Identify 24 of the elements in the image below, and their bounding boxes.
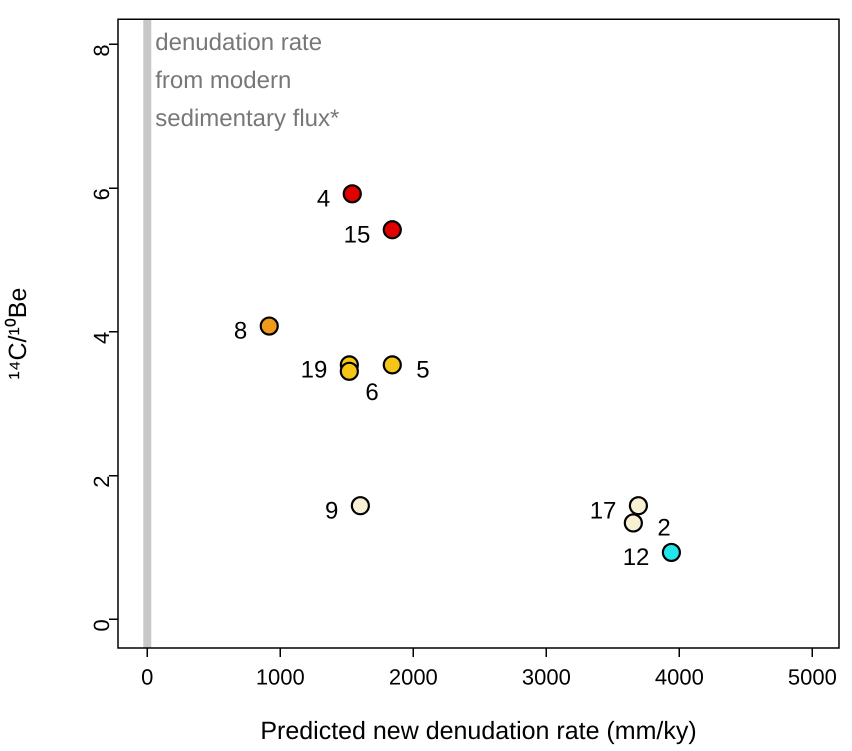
- annotation: 9: [325, 497, 338, 524]
- annotation: 6: [365, 378, 379, 406]
- annotation: 4: [316, 185, 330, 212]
- annotation: 12: [622, 544, 650, 572]
- x-tick-label: 5000: [788, 664, 837, 690]
- y-tick-label: 4: [89, 332, 114, 344]
- x-axis-title: Predicted new denudation rate (mm/ky): [260, 716, 697, 745]
- y-tick-label: 0: [89, 619, 114, 632]
- x-tick-label: 2000: [388, 664, 438, 690]
- y-tick-label: 6: [89, 188, 114, 200]
- annotation: 17: [590, 497, 616, 524]
- annotation: 15: [344, 221, 370, 248]
- y-axis-title: ¹⁴C/¹⁰Be: [4, 288, 32, 380]
- annotation: 5: [416, 356, 430, 384]
- annotation: 2: [657, 514, 671, 542]
- x-tick-label: 0: [141, 664, 154, 690]
- annotation: 8: [234, 318, 248, 345]
- x-tick-label: 1000: [256, 664, 305, 690]
- y-tick-label: 8: [89, 44, 114, 57]
- ref-line-label: denudation rate from modern sedimentary flux*: [155, 28, 340, 132]
- annotation: 19: [300, 356, 328, 384]
- y-tick-label: 2: [89, 476, 114, 488]
- x-tick-label: 4000: [654, 664, 704, 690]
- x-tick-label: 3000: [522, 664, 571, 690]
